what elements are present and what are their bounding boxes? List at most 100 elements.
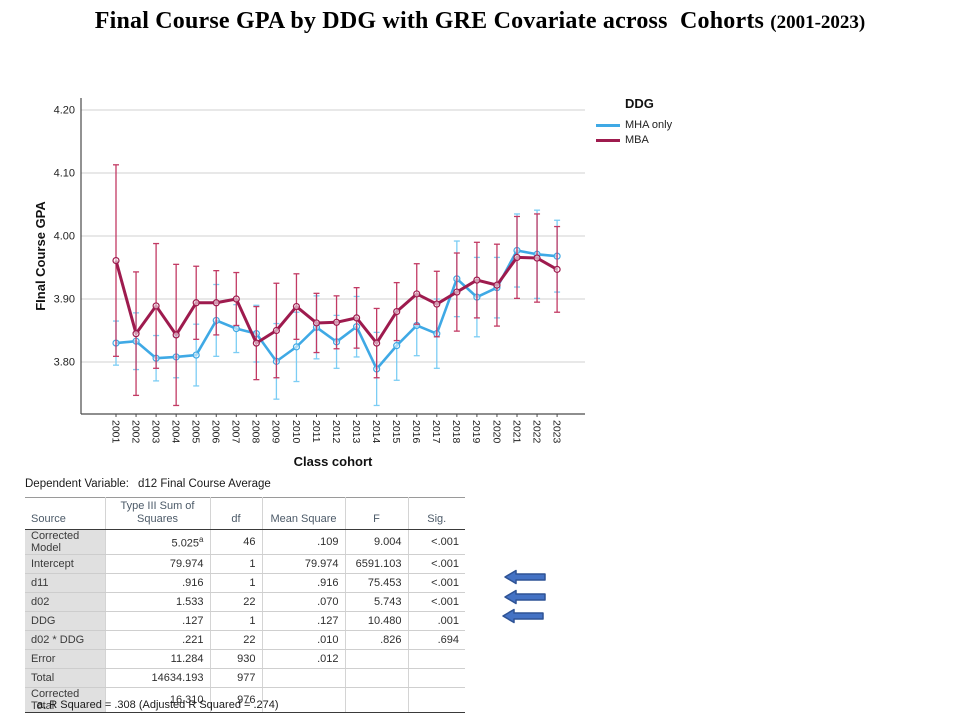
anova-cell-f bbox=[344, 668, 408, 688]
anova-row-intercept: Intercept 79.974 1 79.974 6591.103 <.001 bbox=[25, 554, 465, 574]
anova-cell-f bbox=[344, 687, 408, 713]
x-tick-label: 2015 bbox=[390, 420, 402, 444]
data-point-marker bbox=[553, 265, 561, 273]
data-point-marker bbox=[513, 253, 521, 262]
dependent-variable-label: Dependent Variable: bbox=[25, 478, 129, 490]
data-point-marker bbox=[353, 314, 361, 322]
col-f: F bbox=[344, 497, 408, 530]
anova-cell-ss: 11.284 bbox=[104, 649, 210, 669]
anova-row-d11: d11.916 1.916 75.453 <.001 bbox=[25, 573, 465, 593]
anova-row-label: d02 * DDG bbox=[25, 630, 105, 650]
anova-cell-sig: .694 bbox=[407, 630, 465, 650]
anova-cell-f bbox=[344, 649, 408, 669]
x-tick-label: 2006 bbox=[210, 420, 222, 444]
gpa-line-chart: 3.80 3.90 4.00 4.10 4.20 2001 2002 2003 2004 2005… bbox=[33, 98, 585, 469]
anova-cell-ss: 14634.193 bbox=[104, 668, 210, 688]
anova-cell-df: 22 bbox=[209, 630, 262, 650]
anova-row-label: DDG bbox=[25, 611, 105, 631]
x-axis-title: Class cohort bbox=[294, 454, 373, 469]
anova-cell-ms: .127 bbox=[261, 611, 345, 631]
data-point-marker bbox=[332, 318, 341, 326]
anova-cell-ss: .916 bbox=[104, 573, 210, 593]
data-point-marker bbox=[152, 302, 160, 310]
anova-header-row: Source Type III Sum of Squares df Mean S… bbox=[25, 497, 465, 530]
anova-cell-sig: <.001 bbox=[407, 573, 465, 593]
data-point-marker bbox=[212, 299, 220, 307]
anova-cell-ss: 16.310 bbox=[104, 687, 210, 713]
data-point-marker bbox=[232, 295, 240, 303]
anova-row-label: Corrected Model bbox=[25, 529, 105, 555]
col-type3-ss: Type III Sum of Squares bbox=[104, 497, 210, 530]
col-df: df bbox=[209, 497, 262, 530]
anova-cell-sig bbox=[407, 649, 465, 669]
x-tick-label: 2023 bbox=[550, 420, 562, 444]
anova-row-d02: d02 1.533 22.070 5.743 <.001 bbox=[25, 592, 465, 612]
y-tick-label: 3.90 bbox=[54, 294, 75, 306]
x-tick-label: 2020 bbox=[490, 420, 502, 444]
data-point-marker bbox=[433, 300, 441, 308]
page-title-main: Final Course GPA by DDG with GRE Covaria… bbox=[94, 8, 771, 34]
anova-cell-sig bbox=[407, 668, 465, 688]
anova-table: Source Type III Sum of Squares df Mean S… bbox=[25, 497, 465, 713]
anova-cell-df: 1 bbox=[209, 611, 262, 631]
anova-row-corrected-total: Corrected Total 16.310 976 bbox=[25, 687, 465, 713]
anova-cell-f: 75.453 bbox=[344, 573, 408, 593]
anova-cell-df: 46 bbox=[209, 529, 262, 555]
data-point-marker bbox=[393, 308, 401, 316]
anova-row-d02-ddg: d02 * DDG .221 22.010.826.694 bbox=[25, 630, 465, 650]
anova-cell-ms: .010 bbox=[261, 630, 345, 650]
x-tick-label: 2007 bbox=[230, 420, 242, 444]
anova-cell-ms: 79.974 bbox=[261, 554, 345, 574]
anova-row-label: d02 bbox=[25, 592, 105, 612]
x-tick-label: 2022 bbox=[530, 420, 542, 444]
data-point-marker bbox=[312, 319, 321, 327]
x-tick-label: 2012 bbox=[330, 420, 342, 444]
anova-cell-ss: .127 bbox=[104, 611, 210, 631]
anova-cell-sig: <.001 bbox=[407, 554, 465, 574]
x-tick-label: 2018 bbox=[450, 420, 462, 444]
data-point-marker bbox=[373, 339, 381, 347]
anova-cell-f: .826 bbox=[344, 630, 408, 650]
page-title-years: (2001-2023) bbox=[770, 12, 866, 33]
anova-row-ddg: DDG .127 1.127 10.480.001 bbox=[25, 611, 465, 631]
data-point-marker bbox=[172, 331, 180, 339]
y-tick-label: 3.80 bbox=[54, 357, 75, 369]
anova-cell-ss: .221 bbox=[104, 630, 210, 650]
legend-label-mha: MHA only bbox=[625, 119, 673, 131]
anova-cell-f: 6591.103 bbox=[344, 554, 408, 574]
data-point-marker bbox=[252, 339, 260, 347]
anova-cell-ss: 79.974 bbox=[104, 554, 210, 574]
x-tick-label: 2014 bbox=[370, 420, 382, 444]
anova-cell-sig: .001 bbox=[407, 611, 465, 631]
anova-cell-f: 5.743 bbox=[344, 592, 408, 612]
col-mean-square: Mean Square bbox=[261, 497, 345, 530]
x-tick-label: 2019 bbox=[470, 420, 482, 444]
left-arrow-icon bbox=[502, 608, 544, 624]
anova-cell-df: 930 bbox=[209, 649, 262, 669]
x-tick-label: 2021 bbox=[510, 420, 522, 444]
anova-cell-df: 976 bbox=[209, 687, 262, 713]
anova-row-corrected-model: Corrected Model 5.025a 46.109 9.004 <.001 bbox=[25, 529, 465, 555]
x-tick-label: 2002 bbox=[129, 420, 141, 444]
anova-row-error: Error 11.284 930.012 bbox=[25, 649, 465, 669]
y-tick-label: 4.00 bbox=[54, 231, 75, 243]
anova-cell-ms bbox=[261, 668, 345, 688]
data-point-marker bbox=[112, 256, 120, 265]
data-point-marker bbox=[232, 325, 240, 333]
anova-cell-ss: 5.025a bbox=[104, 529, 210, 555]
anova-row-total: Total 14634.193 977 bbox=[25, 668, 465, 688]
anova-cell-ms bbox=[261, 687, 345, 713]
x-tick-label: 2013 bbox=[350, 420, 362, 444]
data-point-marker bbox=[192, 351, 200, 359]
anova-cell-ms: .012 bbox=[261, 649, 345, 669]
anova-cell-sig: <.001 bbox=[407, 529, 465, 555]
anova-cell-df: 1 bbox=[209, 554, 262, 574]
x-tick-label: 2005 bbox=[190, 420, 202, 444]
data-point-marker bbox=[473, 276, 481, 284]
anova-cell-df: 977 bbox=[209, 668, 262, 688]
x-tick-label: 2003 bbox=[149, 420, 161, 444]
anova-row-label: Intercept bbox=[25, 554, 105, 574]
table-footnote: a. R Squared = .308 (Adjusted R Squared … bbox=[37, 699, 279, 711]
anova-cell-f: 9.004 bbox=[344, 529, 408, 555]
y-tick-label: 4.20 bbox=[54, 105, 75, 117]
